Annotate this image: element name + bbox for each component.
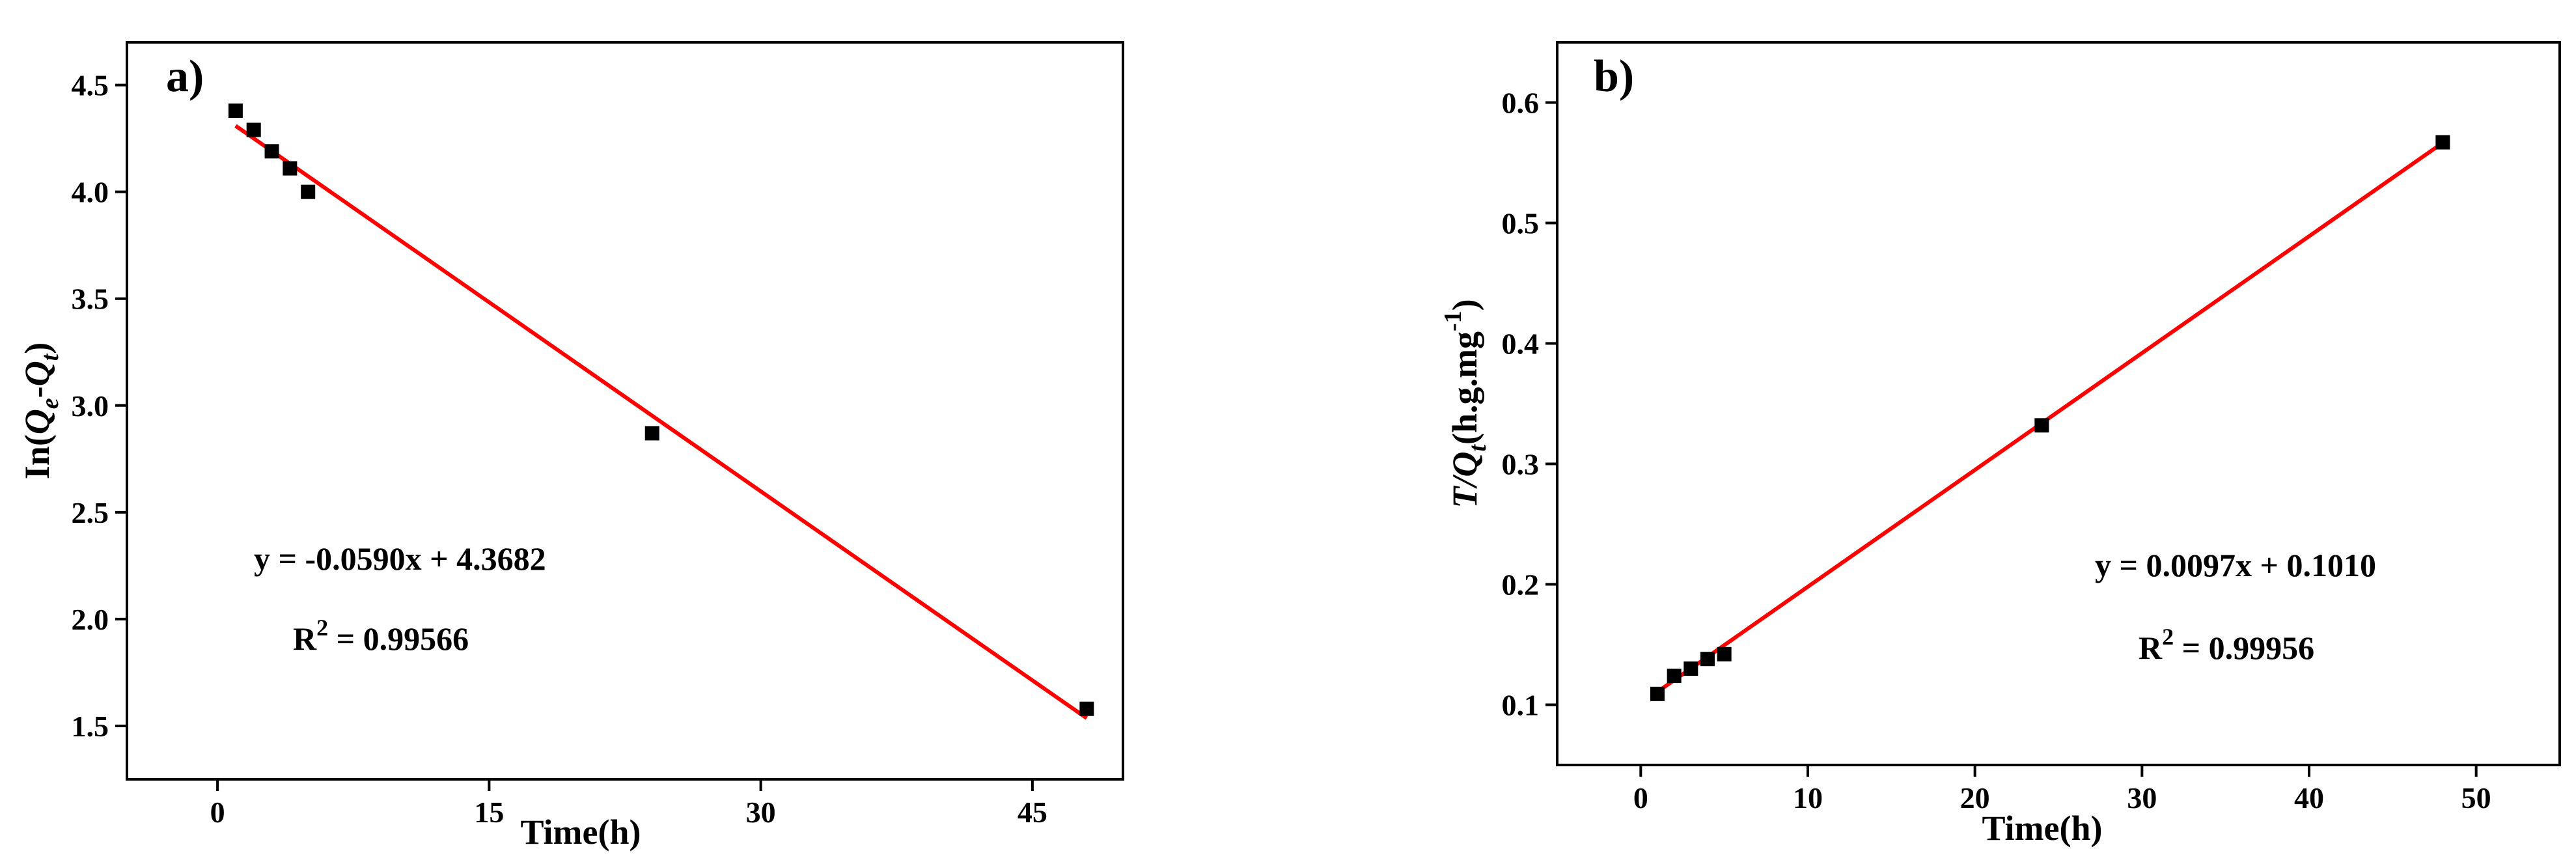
panel-a-data-point bbox=[228, 103, 243, 118]
panel-b-equation: y = 0.0097x + 0.1010 bbox=[2095, 547, 2376, 583]
panel-b-r2-superscript: 2 bbox=[2162, 624, 2174, 650]
panel-b-plot-frame bbox=[1556, 41, 2561, 766]
panel-b-y-title-close: ) bbox=[1445, 299, 1484, 311]
panel-b-y-tick-label: 0.5 bbox=[1502, 207, 1540, 240]
panel-b-r2-label: R bbox=[2139, 630, 2163, 666]
panel-a-data-point bbox=[264, 144, 279, 159]
panel-a-data-point bbox=[644, 426, 659, 441]
panel-a-r2: R2 = 0.99566 bbox=[293, 615, 469, 657]
panel-a-fit-line bbox=[234, 124, 1088, 720]
panel-a-y-axis-title: In(Qe-Qt) bbox=[18, 342, 64, 479]
panel-b-x-tick-label: 10 bbox=[1793, 781, 1823, 814]
panel-a-y-tick-label: 4.5 bbox=[72, 69, 109, 102]
panel-a-r2-superscript: 2 bbox=[316, 615, 328, 641]
panel-b-y-title-units: (h.g.mg bbox=[1445, 331, 1484, 445]
panel-b-y-title-prefix: T/ bbox=[1445, 474, 1484, 508]
panel-b-y-title-q: Q bbox=[1445, 452, 1484, 477]
panel-b-y-tick-label: 0.6 bbox=[1502, 87, 1540, 120]
panel-b-y-tick-label: 0.1 bbox=[1502, 689, 1540, 722]
panel-a-y-tick-label: 2.5 bbox=[72, 496, 109, 529]
panel-b-r2-value: = 0.99956 bbox=[2174, 630, 2314, 666]
panel-a-data-point bbox=[246, 122, 261, 137]
panel-a-label: a) bbox=[166, 51, 204, 102]
panel-b-data-point bbox=[1683, 661, 1698, 676]
panel-a-x-tick-label: 0 bbox=[210, 796, 225, 829]
panel-a-x-tick-label: 45 bbox=[1018, 796, 1047, 829]
panel-b-r2: R2 = 0.99956 bbox=[2139, 624, 2314, 666]
panel-a-y-tick-label: 3.5 bbox=[72, 283, 109, 316]
panel-b-y-tick-label: 0.4 bbox=[1502, 327, 1540, 361]
panel-a-y-title-q1: Q bbox=[18, 409, 57, 434]
panel-b-fit-line bbox=[1656, 141, 2444, 694]
panel-a-y-tick-label: 2.0 bbox=[72, 603, 109, 636]
panel-a-data-point bbox=[301, 184, 316, 199]
panel-a-y-title-q2: Q bbox=[18, 361, 57, 386]
panel-b-marks: 0 10 20 30 40 50 0.1 0.2 0.3 0.4 0.5 0.6 bbox=[1502, 87, 2491, 815]
panel-a-data-point bbox=[1079, 701, 1094, 716]
panel-b-x-tick-label: 30 bbox=[2127, 781, 2157, 814]
chart-panel-b: 0 10 20 30 40 50 0.1 0.2 0.3 0.4 0.5 0.6 b) y = 0.0… bbox=[1439, 41, 2561, 848]
panel-a-plot-frame bbox=[126, 41, 1124, 781]
panel-a-y-title-dash: - bbox=[18, 386, 57, 398]
panel-a-y-title-sub-e: e bbox=[36, 398, 64, 409]
chart-panel-a: 0 15 30 45 1.5 2.0 2.5 3.0 3.5 4.0 4.5 a) y = -0.0… bbox=[18, 41, 1124, 852]
panel-a-data-point bbox=[283, 161, 298, 176]
panel-b-x-axis-title: Time(h) bbox=[1982, 809, 2103, 848]
panel-a-y-title-prefix: In( bbox=[18, 434, 57, 479]
panel-b-x-tick-label: 40 bbox=[2294, 781, 2324, 814]
panel-b-data-point bbox=[2435, 135, 2450, 150]
panel-b-y-tick-label: 0.2 bbox=[1502, 568, 1540, 602]
panel-b-y-tick-label: 0.3 bbox=[1502, 448, 1540, 481]
panel-b-x-tick-label: 0 bbox=[1633, 781, 1648, 814]
panel-a-r2-label: R bbox=[293, 620, 317, 657]
panel-b-data-point bbox=[1650, 686, 1665, 701]
panel-b-y-title-sup: -1 bbox=[1439, 311, 1467, 331]
panel-a-y-title-sub-t: t bbox=[36, 353, 64, 361]
panel-b-y-axis-title: T/Qt(h.g.mg-1) bbox=[1439, 299, 1491, 508]
panel-b-x-tick-label: 50 bbox=[2461, 781, 2491, 814]
panel-b-data-point bbox=[1700, 652, 1715, 667]
panel-b-y-title-sub-t: t bbox=[1464, 444, 1491, 452]
panel-a-y-tick-label: 4.0 bbox=[72, 176, 109, 209]
panel-a-x-tick-label: 15 bbox=[474, 796, 504, 829]
panel-a-y-title-close: ) bbox=[18, 342, 57, 354]
panel-a-y-tick-label: 1.5 bbox=[72, 710, 109, 743]
panel-a-x-axis-title: Time(h) bbox=[521, 813, 641, 852]
panel-b-data-point bbox=[2034, 418, 2049, 433]
panel-a-y-tick-label: 3.0 bbox=[72, 389, 109, 423]
panel-b-data-point bbox=[1667, 669, 1682, 684]
panel-b-x-tick-label: 20 bbox=[1960, 781, 1990, 814]
panel-a-r2-value: = 0.99566 bbox=[328, 620, 469, 657]
panel-a-x-tick-label: 30 bbox=[746, 796, 776, 829]
panel-a-marks: 0 15 30 45 1.5 2.0 2.5 3.0 3.5 4.0 4.5 bbox=[72, 69, 1094, 829]
panel-b-label: b) bbox=[1594, 51, 1634, 102]
panel-a-equation: y = -0.0590x + 4.3682 bbox=[254, 540, 546, 577]
panel-b-data-point bbox=[1717, 646, 1732, 661]
